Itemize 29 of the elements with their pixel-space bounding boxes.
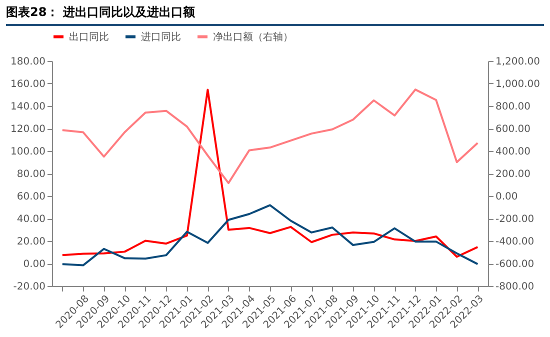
y2-tick-label: 800.00 <box>496 102 530 112</box>
y2-tick-label: -400.00 <box>496 236 534 248</box>
y-tick-label: 120.00 <box>10 124 46 135</box>
y-tick-label: 60.00 <box>16 192 46 202</box>
y-tick-label: 20.00 <box>16 236 46 248</box>
legend-label: 净出口额（右轴） <box>213 30 293 43</box>
legend-label: 出口同比 <box>69 30 109 43</box>
y-tick-label: 180.00 <box>10 56 46 68</box>
y2-tick-label: -200.00 <box>496 214 534 225</box>
y2-tick-label: 200.00 <box>496 169 530 180</box>
y-tick-label: 160.00 <box>10 79 46 90</box>
y2-tick-label: 400.00 <box>496 146 530 158</box>
line-series <box>61 88 479 258</box>
y2-tick-label: 600.00 <box>496 124 530 135</box>
line-series <box>61 88 479 184</box>
y-tick-label: 0.00 <box>23 259 46 270</box>
y2-tick-label: 1,200.00 <box>496 56 540 68</box>
legend-label: 进口同比 <box>141 30 181 43</box>
y2-tick-label: 1,000.00 <box>496 79 540 90</box>
y2-tick-label: -600.00 <box>496 259 534 270</box>
line-series <box>61 204 479 266</box>
y2-tick-label: -800.00 <box>496 282 534 292</box>
y-tick-label: 80.00 <box>16 169 46 180</box>
chart-title: 图表28： 进出口同比以及进出口额 <box>6 4 544 26</box>
y2-tick-label: 0.00 <box>496 192 518 202</box>
y-tick-label: 100.00 <box>10 146 46 158</box>
y-tick-label: -20.00 <box>13 282 46 292</box>
y-tick-label: 140.00 <box>10 102 46 112</box>
y-tick-label: 40.00 <box>16 214 46 225</box>
